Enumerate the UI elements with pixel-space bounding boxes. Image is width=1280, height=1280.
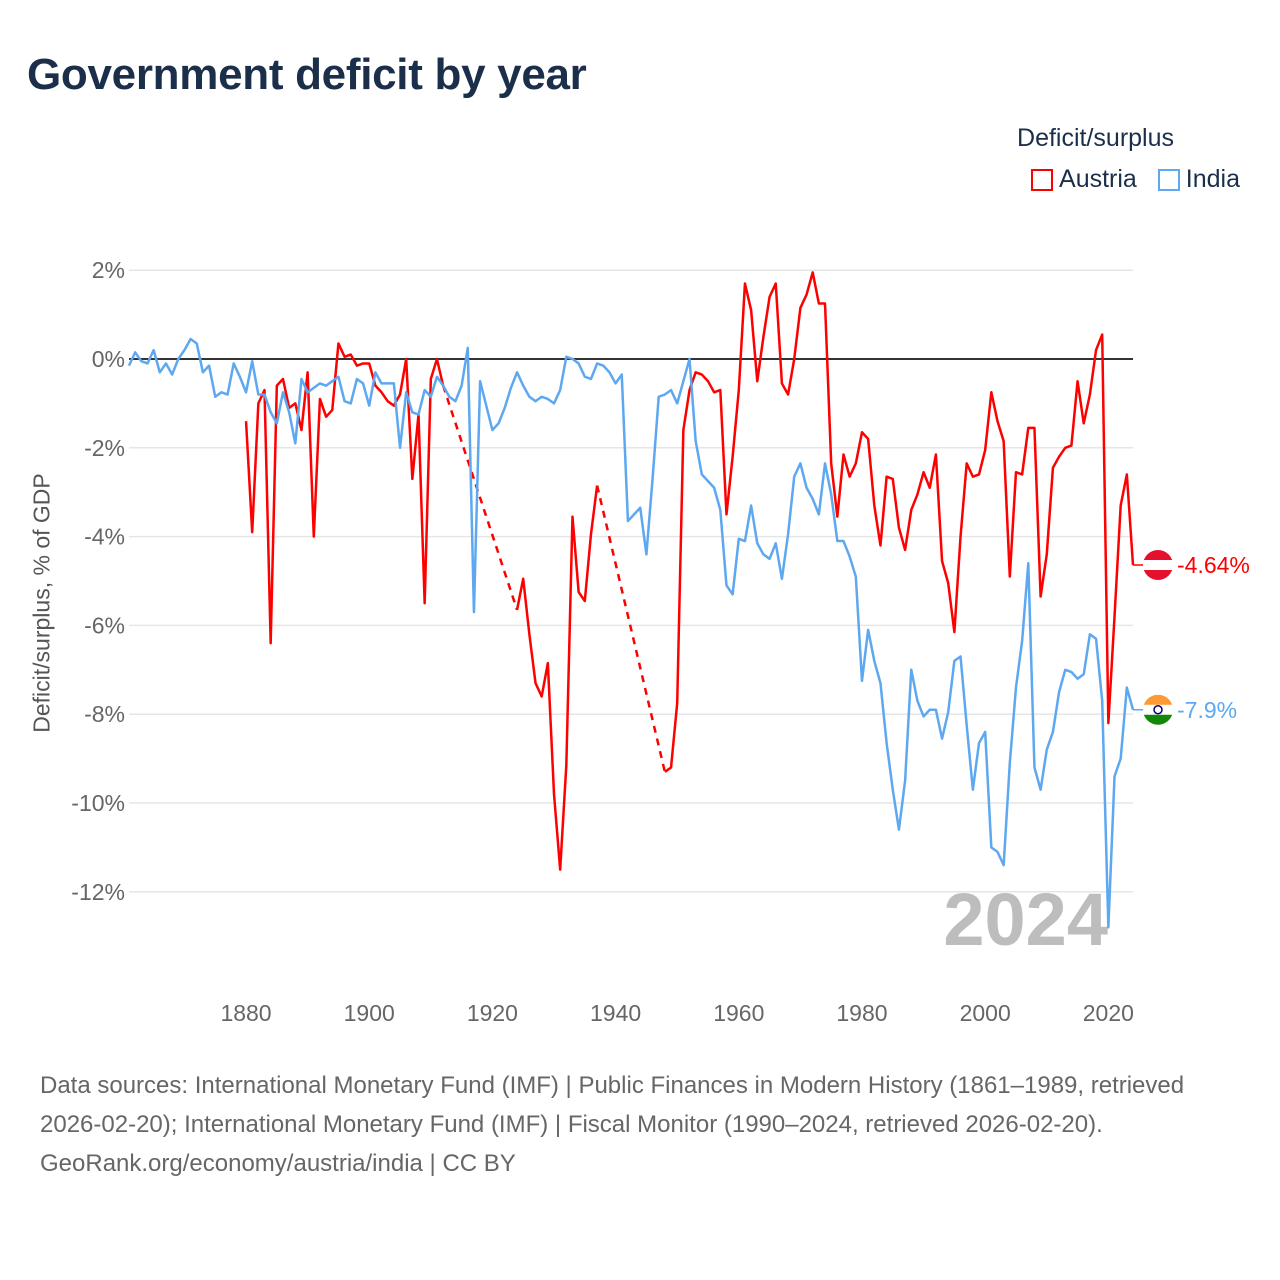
austria-line-segment [244, 342, 445, 645]
x-tick-label: 1900 [344, 1000, 395, 1026]
year-watermark: 2024 [943, 878, 1108, 961]
legend-label-india: India [1185, 165, 1240, 193]
austria-end-value-label: -4.64% [1177, 552, 1250, 578]
data-sources: Data sources: International Monetary Fun… [40, 1072, 1185, 1138]
legend-title: Deficit/surplus [1017, 124, 1175, 152]
austria-gap-dashed-line [441, 385, 519, 611]
credit-link[interactable]: GeoRank.org/economy/austria/india | CC B… [40, 1150, 516, 1177]
x-tick-label: 1880 [220, 1000, 271, 1026]
y-axis-label: Deficit/surplus, % of GDP [28, 473, 55, 733]
x-tick-label: 2020 [1083, 1000, 1134, 1026]
y-tick-label: -8% [84, 701, 125, 727]
x-tick-label: 1960 [713, 1000, 764, 1026]
legend: Deficit/surplus Austria India [1017, 124, 1240, 198]
y-tick-label: -12% [71, 879, 125, 905]
austria-line-segment [664, 271, 1135, 773]
india-line-segment [127, 337, 1135, 929]
chart-title: Government deficit by year [27, 50, 587, 99]
legend-swatch-austria [1031, 168, 1054, 191]
legend-item-austria[interactable]: Austria [1031, 165, 1137, 194]
x-tick-label: 1920 [467, 1000, 518, 1026]
y-tick-label: 2% [92, 257, 125, 283]
legend-swatch-india [1157, 168, 1180, 191]
austria-line-segment [515, 485, 599, 871]
y-tick-label: 0% [92, 346, 125, 372]
austria-gap-dashed-line [595, 485, 667, 773]
india-flag-icon [1143, 694, 1173, 725]
austria-flag-icon [1143, 550, 1173, 581]
y-tick-label: -6% [84, 612, 125, 638]
x-tick-label: 1980 [836, 1000, 887, 1026]
legend-label-austria: Austria [1059, 165, 1137, 193]
y-tick-label: -2% [84, 435, 125, 461]
x-tick-label: 2000 [960, 1000, 1011, 1026]
india-end-value-label: -7.9% [1177, 697, 1237, 723]
y-tick-label: -4% [84, 524, 125, 550]
legend-item-india[interactable]: India [1157, 165, 1240, 194]
y-tick-label: -10% [71, 790, 125, 816]
x-tick-label: 1940 [590, 1000, 641, 1026]
footer: Data sources: International Monetary Fun… [40, 1066, 1240, 1183]
